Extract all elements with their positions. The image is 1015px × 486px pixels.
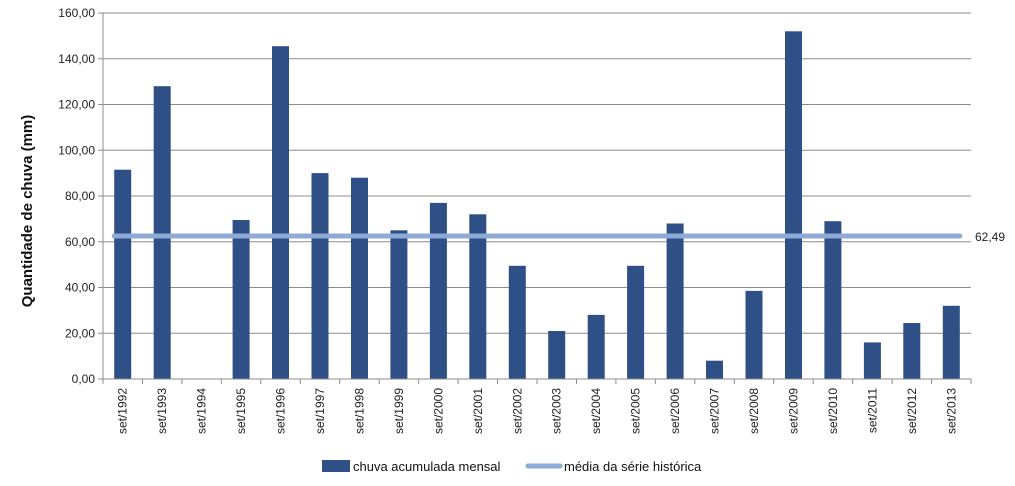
x-tick-label: set/2010 <box>826 388 840 434</box>
bar-set-1999 <box>390 230 408 379</box>
axes <box>102 13 972 384</box>
x-tick-label: set/2004 <box>589 388 603 434</box>
bar-set-2008 <box>745 290 763 379</box>
legend-swatch-bars <box>322 460 350 472</box>
x-tick-label: set/2005 <box>629 388 643 434</box>
x-tick-label: set/2013 <box>944 388 958 434</box>
bar-set-2005 <box>627 265 645 379</box>
y-tick-label: 140,00 <box>58 52 95 66</box>
x-tick-label: set/1999 <box>392 388 406 434</box>
bar-set-2007 <box>706 360 723 379</box>
legend: chuva acumulada mensal média da série hi… <box>322 459 702 474</box>
bar-set-2006 <box>666 223 684 379</box>
x-tick-label: set/2000 <box>431 388 445 434</box>
x-tick-label: set/1996 <box>274 388 288 434</box>
bar-set-1998 <box>351 177 368 379</box>
x-tick-label: set/1993 <box>155 388 169 434</box>
y-tick-label: 60,00 <box>65 235 95 249</box>
y-tick-label: 0,00 <box>72 372 96 386</box>
bar-set-2013 <box>942 305 960 379</box>
legend-label-line: média da série histórica <box>564 459 702 474</box>
x-tick-label: set/2001 <box>471 388 485 434</box>
bar-set-2002 <box>508 265 526 379</box>
bar-set-1993 <box>153 86 171 379</box>
x-tick-label: set/1997 <box>313 388 327 434</box>
x-tick-label: set/2008 <box>747 388 761 434</box>
x-tick-label: set/1998 <box>353 388 367 434</box>
x-tick-labels: set/1992 set/1993 set/1994 set/1995 set/1996… <box>116 388 959 434</box>
bar-set-2004 <box>587 314 605 379</box>
y-tick-label: 160,00 <box>58 6 95 20</box>
bar-set-2003 <box>548 331 566 379</box>
x-tick-label: set/2009 <box>787 388 801 434</box>
y-tick-label: 100,00 <box>58 143 95 157</box>
bar-set-1992 <box>114 169 132 379</box>
average-series: 62,49 <box>111 230 1005 244</box>
bar-set-2012 <box>903 323 921 379</box>
x-tick-label: set/2011 <box>865 388 879 433</box>
x-tick-label: set/1992 <box>116 388 130 434</box>
y-tick-label: 80,00 <box>65 189 95 203</box>
bar-set-2009 <box>785 31 802 380</box>
y-axis-title: Quantidade de chuva (mm) <box>19 115 36 308</box>
x-tick-label: set/2006 <box>668 388 682 434</box>
y-tick-label: 20,00 <box>65 326 95 340</box>
legend-label-bars: chuva acumulada mensal <box>353 459 501 474</box>
bar-set-2010 <box>824 221 842 379</box>
bar-set-1997 <box>311 173 329 379</box>
y-tick-label: 120,00 <box>58 98 95 112</box>
bar-set-2000 <box>429 202 447 379</box>
bar-set-2011 <box>863 342 881 379</box>
x-tick-label: set/2007 <box>708 388 722 434</box>
x-tick-label: set/2002 <box>510 388 524 434</box>
bar-set-2001 <box>469 214 487 379</box>
average-data-label: 62,49 <box>975 230 1005 244</box>
y-tick-label: 40,00 <box>65 281 95 295</box>
x-tick-label: set/2003 <box>550 388 564 434</box>
bar-set-1995 <box>232 220 250 379</box>
x-tick-label: set/1995 <box>234 388 248 434</box>
bar-series <box>114 31 960 380</box>
bar-set-1996 <box>272 46 289 379</box>
y-tick-labels: 0,00 20,00 40,00 60,00 80,00 100,00 120,00 140,… <box>58 6 95 386</box>
x-tick-label: set/2012 <box>905 388 919 434</box>
x-tick-label: set/1994 <box>195 388 209 434</box>
